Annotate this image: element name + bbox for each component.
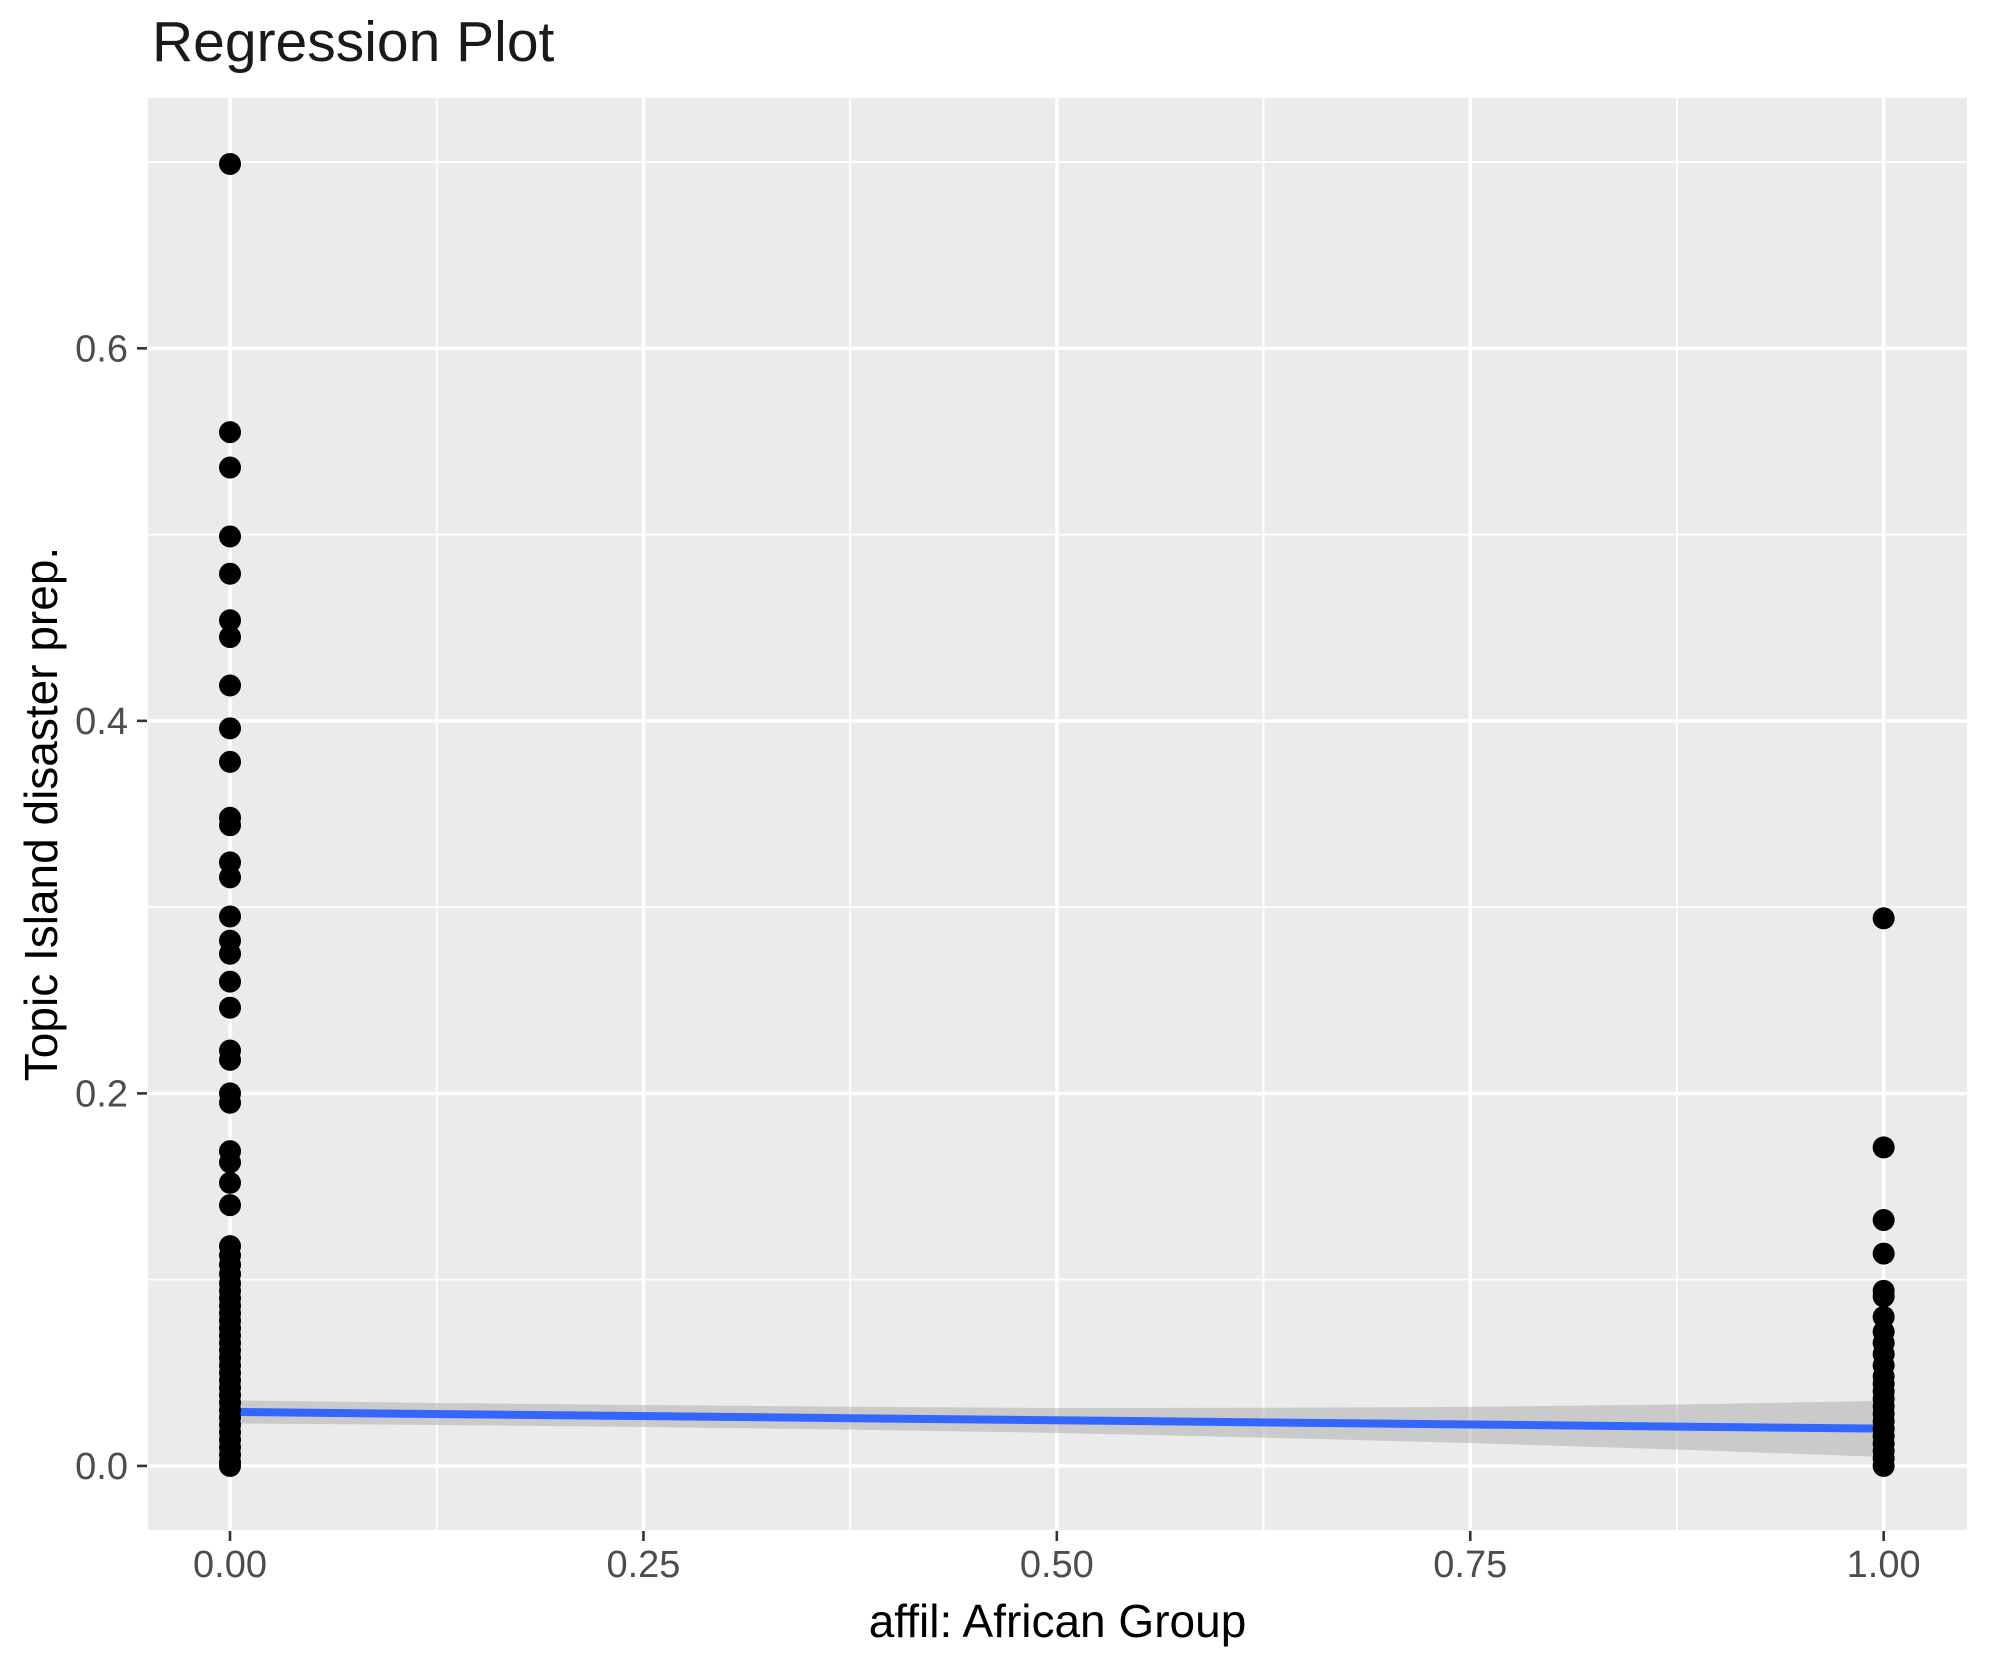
data-point [219, 1048, 242, 1071]
data-point [219, 814, 242, 837]
y-tick-label: 0.0 [75, 1446, 128, 1488]
data-point [219, 1171, 242, 1194]
x-tick-label: 0.75 [1433, 1544, 1507, 1586]
x-tick-label: 1.00 [1847, 1544, 1921, 1586]
data-point [219, 717, 242, 740]
data-point [219, 1454, 242, 1477]
data-point [219, 562, 242, 585]
data-point [219, 866, 242, 889]
data-point [1872, 907, 1895, 930]
y-tick-label: 0.4 [75, 701, 128, 743]
data-point [219, 996, 242, 1019]
y-tick-label: 0.2 [75, 1073, 128, 1115]
data-point [219, 609, 242, 632]
data-point [219, 905, 242, 928]
data-point [219, 1151, 242, 1174]
data-point [1872, 1454, 1895, 1477]
x-tick-label: 0.50 [1020, 1544, 1094, 1586]
x-tick-label: 0.25 [606, 1544, 680, 1586]
data-point [219, 1194, 242, 1217]
data-point [219, 1091, 242, 1114]
data-point [1872, 1136, 1895, 1159]
data-point [219, 626, 242, 649]
data-point [219, 525, 242, 548]
regression-line [226, 1407, 1888, 1433]
data-point [219, 970, 242, 993]
data-point [219, 421, 242, 444]
data-point [219, 456, 242, 479]
data-point [1872, 1209, 1895, 1232]
y-tick-label: 0.6 [75, 328, 128, 370]
data-point [1872, 1285, 1895, 1308]
data-point [219, 152, 242, 175]
data-point [219, 674, 242, 697]
x-axis-title: affil: African Group [868, 1595, 1247, 1647]
plot-title: Regression Plot [152, 10, 555, 74]
data-point [219, 942, 242, 965]
data-point [219, 750, 242, 773]
data-point [1872, 1242, 1895, 1265]
x-tick-label: 0.00 [193, 1544, 267, 1586]
